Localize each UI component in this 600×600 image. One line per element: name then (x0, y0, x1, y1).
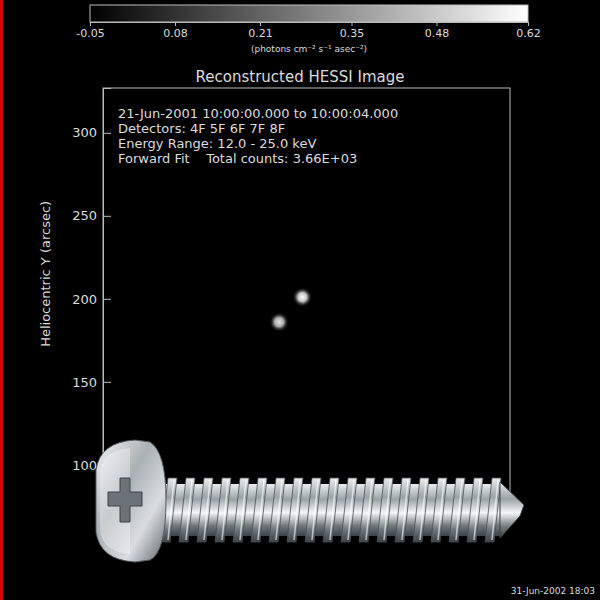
y-tick: 200 (72, 291, 111, 306)
screw-thread (359, 478, 375, 542)
colorbar-tick-mark (175, 22, 176, 26)
colorbar-axis-line (91, 23, 529, 27)
screw-thread (197, 478, 213, 542)
screw-thread (305, 478, 321, 542)
screw-head (96, 440, 166, 562)
screw-thread-highlight (258, 480, 264, 540)
screw-thread (431, 478, 447, 542)
y-axis-line (104, 89, 112, 501)
screw-thread-highlight (438, 480, 444, 540)
y-tick-mark (103, 133, 111, 134)
screw-thread (323, 478, 339, 542)
colorbar-tick: 0.21 (248, 22, 273, 40)
screw-thread-highlight (384, 480, 390, 540)
colorbar-tick: 0.35 (340, 22, 365, 40)
annotation: Forward Fit Total counts: 3.66E+03 (118, 151, 357, 166)
edge-line (0, 0, 3, 600)
colorbar-tick-mark (436, 22, 437, 26)
y-tick-label: 150 (72, 374, 97, 389)
colorbar-tick-mark (90, 22, 91, 26)
screw-thread (287, 478, 303, 542)
colorbar-tick: 0.08 (163, 22, 188, 40)
screw-thread-highlight (402, 480, 408, 540)
y-tick: 250 (72, 208, 111, 223)
colorbar-tick-mark (351, 22, 352, 26)
plot-frame (103, 88, 510, 500)
y-tick-mark (103, 382, 111, 383)
screw-thread (215, 478, 231, 542)
screw-thread (179, 478, 195, 542)
screw-thread-highlight (366, 480, 372, 540)
y-tick: 150 (72, 374, 111, 389)
colorbar-tick-label: 0.21 (248, 27, 273, 40)
screw-thread-highlight (420, 480, 426, 540)
screw-thread (413, 478, 429, 542)
screw (96, 440, 524, 562)
colorbar-tick-label: 0.35 (340, 27, 365, 40)
annotation: Energy Range: 12.0 - 25.0 keV (118, 136, 316, 151)
plot-area (103, 88, 510, 500)
screw-thread-highlight (186, 480, 192, 540)
annotation: 21-Jun-2001 10:00:00.000 to 10:00:04.000 (118, 106, 398, 121)
screw-thread (395, 478, 411, 542)
screw-thread (251, 478, 267, 542)
footer: 31-Jun-2002 18:03 (511, 586, 595, 596)
colorbar-tick: 0.62 (516, 22, 541, 40)
y-tick-label: 250 (72, 208, 97, 223)
screw-thread (449, 478, 465, 542)
colorbar-tick: 0.48 (425, 22, 450, 40)
screw-thread-highlight (330, 480, 336, 540)
screw-thread (341, 478, 357, 542)
y-tick-mark (103, 216, 111, 217)
colorbar-tick-mark (260, 22, 261, 26)
y-axis-title: Heliocentric Y (arcsec) (38, 201, 53, 347)
colorbar-tick-label: 0.08 (163, 27, 188, 40)
screw-thread (467, 478, 483, 542)
screw-slot (108, 478, 142, 522)
screw-thread-highlight (168, 480, 174, 540)
screw-thread (377, 478, 393, 542)
colorbar-axis: -0.05 0.08 0.21 0.35 0.48 0.62 (76, 22, 540, 40)
background (0, 0, 600, 600)
plot-background (103, 88, 510, 500)
colorbar-tick-mark (528, 22, 529, 26)
screw-thread-highlight (312, 480, 318, 540)
y-tick-mark (103, 299, 111, 300)
screw-thread-highlight (222, 480, 228, 540)
colorbar-tick-label: 0.62 (516, 27, 541, 40)
y-tick-label: 200 (72, 291, 97, 306)
source (269, 312, 289, 332)
annotation: Detectors: 4F 5F 6F 7F 8F (118, 121, 285, 136)
y-tick-label: 300 (72, 125, 97, 140)
screw-tip (500, 482, 524, 538)
screw-thread-highlight (492, 480, 498, 540)
colorbar-tick-label: -0.05 (76, 27, 104, 40)
screw-thread (233, 478, 249, 542)
screw-thread-highlight (276, 480, 282, 540)
screw-thread (269, 478, 285, 542)
screw-thread-highlight (348, 480, 354, 540)
y-tick: 300 (72, 125, 111, 140)
screw-thread-highlight (240, 480, 246, 540)
screw-thread-highlight (474, 480, 480, 540)
colorbar-label: (photons cm⁻² s⁻¹ asec⁻²) (251, 44, 367, 54)
y-tick-label: 100 (72, 457, 97, 472)
y-axis: 100 150 200 250 300 (72, 89, 111, 501)
title: Reconstructed HESSI Image (196, 68, 405, 86)
source (292, 287, 312, 307)
colorbar-tick-label: 0.48 (425, 27, 450, 40)
screw-thread-highlight (204, 480, 210, 540)
colorbar-tick: -0.05 (76, 22, 104, 40)
colorbar (90, 5, 528, 22)
screw-thread-highlight (294, 480, 300, 540)
screw-thread (485, 478, 501, 542)
chart: -0.05 0.08 0.21 0.35 0.48 0.62 (photons cm⁻² s… (0, 0, 600, 600)
screw-thread-highlight (456, 480, 462, 540)
